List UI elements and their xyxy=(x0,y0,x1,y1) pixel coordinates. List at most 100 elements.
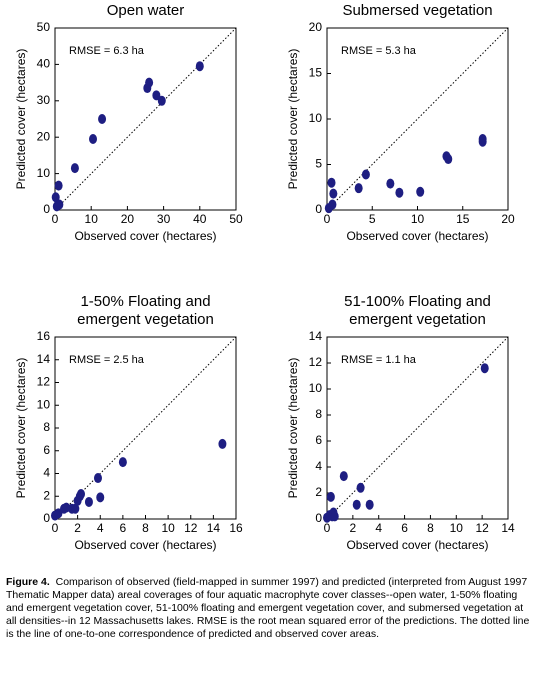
annotation: RMSE = 6.3 ha xyxy=(69,45,145,57)
point xyxy=(339,471,348,482)
plot-frame xyxy=(326,336,509,520)
y-tick-label: 10 xyxy=(309,381,323,395)
x-tick-label: 6 xyxy=(120,521,127,535)
x-axis-label: Observed cover (hectares) xyxy=(74,229,216,243)
point xyxy=(478,134,487,145)
point xyxy=(356,482,365,493)
point xyxy=(96,492,105,503)
annotation: RMSE = 1.1 ha xyxy=(341,354,417,366)
y-tick-label: 0 xyxy=(315,511,322,525)
x-axis-label: Observed cover (hectares) xyxy=(346,538,488,552)
y-tick-label: 16 xyxy=(37,329,51,343)
point xyxy=(70,163,79,174)
panel: Submersed vegetation 0 5 10 15 20 0 5 10 15 20 Obse… xyxy=(286,2,515,243)
point xyxy=(71,503,80,514)
y-tick-label: 30 xyxy=(37,93,51,107)
x-tick-label: 40 xyxy=(193,212,207,226)
y-axis-label: Predicted cover (hectares) xyxy=(286,49,300,190)
y-tick-label: 12 xyxy=(309,355,323,369)
y-tick-label: 50 xyxy=(37,20,51,34)
y-tick-label: 0 xyxy=(43,511,50,525)
point xyxy=(93,473,102,484)
chart-title: 1-50% Floating and xyxy=(80,293,210,310)
point xyxy=(365,499,374,510)
caption: Figure 4. Comparison of observed (field-… xyxy=(6,576,536,641)
x-tick-label: 0 xyxy=(52,521,59,535)
point xyxy=(395,187,404,198)
y-tick-label: 5 xyxy=(315,157,322,171)
y-tick-label: 2 xyxy=(43,488,50,502)
y-tick-label: 12 xyxy=(37,375,51,389)
y-axis-label: Predicted cover (hectares) xyxy=(14,49,28,190)
point xyxy=(326,491,335,502)
x-tick-label: 16 xyxy=(229,521,243,535)
annotation: RMSE = 2.5 ha xyxy=(69,354,145,366)
y-tick-label: 6 xyxy=(43,443,50,457)
panel: Open water 0 10 20 30 40 50 0 10 20 30 40 50 Observed… xyxy=(14,2,243,243)
y-tick-label: 8 xyxy=(315,407,322,421)
point xyxy=(98,114,107,124)
point xyxy=(354,183,363,194)
y-tick-label: 20 xyxy=(309,20,323,34)
y-tick-label: 2 xyxy=(315,485,322,499)
x-tick-label: 12 xyxy=(184,521,198,535)
one-to-one-line xyxy=(326,27,509,211)
x-tick-label: 5 xyxy=(369,212,376,226)
point xyxy=(444,154,453,165)
point xyxy=(328,199,337,210)
x-tick-label: 0 xyxy=(52,212,59,226)
point xyxy=(386,178,395,189)
point xyxy=(416,186,425,197)
y-tick-label: 6 xyxy=(315,433,322,447)
point xyxy=(329,188,338,199)
y-tick-label: 4 xyxy=(315,459,322,473)
y-tick-label: 15 xyxy=(309,66,323,80)
x-tick-label: 15 xyxy=(456,212,470,226)
y-tick-label: 0 xyxy=(43,202,50,216)
x-tick-label: 14 xyxy=(501,521,515,535)
x-tick-label: 10 xyxy=(450,521,464,535)
x-tick-label: 0 xyxy=(324,521,331,535)
point xyxy=(327,177,336,188)
point xyxy=(480,363,489,374)
point xyxy=(361,169,370,180)
point xyxy=(77,488,86,499)
y-tick-label: 0 xyxy=(315,202,322,216)
x-tick-label: 4 xyxy=(375,521,382,535)
point xyxy=(352,499,361,510)
x-tick-label: 10 xyxy=(411,212,425,226)
point xyxy=(157,95,166,106)
y-tick-label: 14 xyxy=(37,352,51,366)
x-tick-label: 2 xyxy=(350,521,357,535)
y-tick-label: 20 xyxy=(37,129,51,143)
chart-title: Submersed vegetation xyxy=(342,2,492,19)
x-tick-label: 30 xyxy=(157,212,171,226)
chart-title: emergent vegetation xyxy=(77,311,214,328)
one-to-one-line xyxy=(54,27,237,211)
x-tick-label: 2 xyxy=(74,521,81,535)
chart-title: 51-100% Floating and xyxy=(344,293,491,310)
x-tick-label: 20 xyxy=(121,212,135,226)
y-tick-label: 10 xyxy=(309,111,323,125)
point xyxy=(195,61,204,72)
point xyxy=(54,180,63,191)
point xyxy=(51,192,60,203)
point xyxy=(330,511,339,522)
x-tick-label: 8 xyxy=(142,521,149,535)
x-axis-label: Observed cover (hectares) xyxy=(346,229,488,243)
x-tick-label: 20 xyxy=(501,212,515,226)
annotation: RMSE = 5.3 ha xyxy=(341,45,417,57)
x-axis-label: Observed cover (hectares) xyxy=(74,538,216,552)
point xyxy=(118,457,127,468)
x-tick-label: 50 xyxy=(229,212,243,226)
x-tick-label: 8 xyxy=(427,521,434,535)
y-axis-label: Predicted cover (hectares) xyxy=(14,358,28,499)
chart-title: emergent vegetation xyxy=(349,311,486,328)
x-tick-label: 10 xyxy=(85,212,99,226)
y-axis-label: Predicted cover (hectares) xyxy=(286,358,300,499)
caption-label: Figure 4. xyxy=(6,576,50,588)
